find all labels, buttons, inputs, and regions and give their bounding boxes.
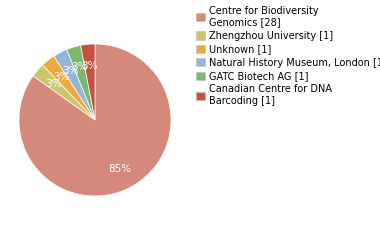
Text: 3%: 3%	[53, 72, 70, 82]
Text: 3%: 3%	[62, 66, 78, 76]
Wedge shape	[81, 44, 95, 120]
Wedge shape	[67, 45, 95, 120]
Text: 3%: 3%	[82, 60, 98, 71]
Wedge shape	[19, 44, 171, 196]
Wedge shape	[54, 49, 95, 120]
Wedge shape	[33, 65, 95, 120]
Legend: Centre for Biodiversity
Genomics [28], Zhengzhou University [1], Unknown [1], Na: Centre for Biodiversity Genomics [28], Z…	[195, 5, 380, 107]
Text: 85%: 85%	[109, 164, 131, 174]
Text: 3%: 3%	[45, 79, 62, 89]
Text: 3%: 3%	[71, 62, 88, 72]
Wedge shape	[43, 56, 95, 120]
